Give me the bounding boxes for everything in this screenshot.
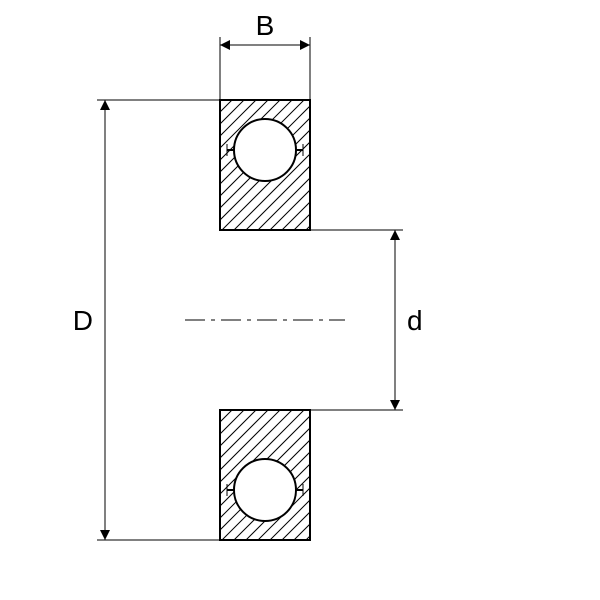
label-inner-diameter: d (407, 305, 423, 336)
bearing-section-diagram: D d B (0, 0, 600, 600)
hatch-upper (90, 100, 568, 230)
upper-ball (234, 119, 296, 181)
hatch-lower (90, 410, 568, 540)
label-width: B (256, 10, 275, 41)
dimension-width: B (220, 10, 310, 100)
label-outer-diameter: D (73, 305, 93, 336)
lower-ball (234, 459, 296, 521)
dimension-inner-diameter: d (310, 230, 423, 410)
